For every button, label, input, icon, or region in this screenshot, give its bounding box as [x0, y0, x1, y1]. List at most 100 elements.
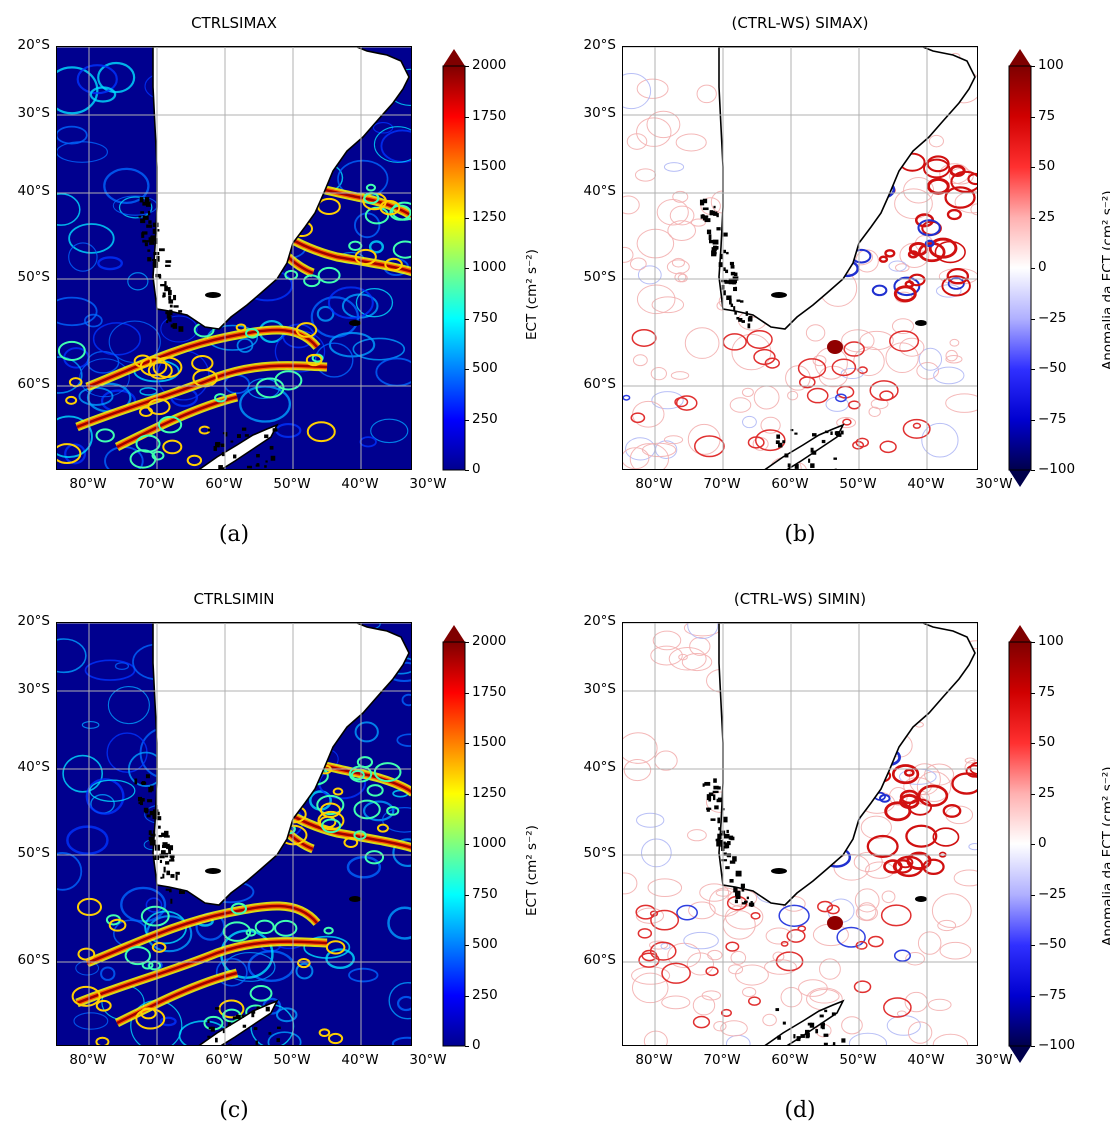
- island-fragment: [721, 279, 728, 283]
- anomaly-swirl: [905, 824, 938, 848]
- island-fragment: [723, 290, 726, 296]
- south-georgia-island: [915, 320, 927, 326]
- gridlines: [623, 623, 977, 1045]
- island-fragment: [251, 1013, 255, 1018]
- island-fragment: [723, 267, 726, 272]
- anomaly-swirl: [852, 440, 865, 450]
- eddy-swirl: [366, 784, 384, 797]
- colorbar-tick-mark: [1031, 945, 1035, 946]
- island-fragment: [741, 320, 745, 323]
- island-fragment: [726, 251, 729, 255]
- colorbar-tick-mark: [1031, 894, 1035, 896]
- island-fragment: [733, 272, 738, 277]
- colorbar-tick-mark: [1031, 419, 1035, 421]
- anomaly-swirl: [742, 415, 757, 429]
- eddy-swirl: [316, 305, 335, 322]
- island-fragment: [824, 1009, 828, 1013]
- anomaly-swirl: [902, 418, 931, 439]
- map-plot-area: [56, 622, 412, 1046]
- island-fragment: [723, 852, 727, 856]
- island-fragment: [233, 454, 237, 459]
- x-tick-label: 40°W: [341, 476, 379, 492]
- island-fragment: [743, 900, 748, 903]
- island-fragment: [713, 211, 718, 216]
- island-fragment: [270, 455, 276, 461]
- anomaly-swirl: [904, 768, 915, 777]
- anomaly-swirl: [637, 265, 662, 285]
- island-fragment: [775, 1008, 780, 1012]
- anomaly-swirl: [953, 869, 977, 887]
- colorbar-tick-label: −100: [1038, 461, 1076, 477]
- colorbar-tick-mark: [465, 743, 469, 744]
- eddy-swirl: [162, 439, 183, 455]
- island-fragment: [215, 442, 220, 448]
- island-fragment: [840, 430, 844, 435]
- colorbar-tick-label: −25: [1038, 309, 1067, 326]
- island-fragment: [218, 465, 223, 469]
- island-fragment: [138, 801, 143, 805]
- island-fragment: [147, 799, 153, 803]
- anomaly-swirl: [741, 387, 754, 398]
- island-fragment: [210, 1026, 215, 1032]
- malvinas-islands: [205, 868, 221, 874]
- gridlines: [57, 623, 411, 1045]
- colorbar-tick-label: 1250: [472, 784, 507, 801]
- anomaly-swirl: [836, 417, 857, 429]
- anomaly-swirl: [651, 391, 684, 410]
- island-fragment: [166, 843, 170, 849]
- island-fragment: [718, 839, 723, 844]
- island-fragment: [167, 845, 174, 851]
- island-fragment: [168, 289, 172, 296]
- anomaly-swirl: [629, 257, 647, 271]
- anomaly-swirl: [893, 285, 917, 303]
- island-fragment: [140, 218, 146, 224]
- island-fragment: [810, 463, 815, 468]
- anomaly-swirl: [631, 972, 669, 1004]
- island-fragment: [837, 433, 842, 437]
- x-tick-label: 80°W: [69, 476, 107, 492]
- eddy-swirl: [343, 837, 359, 848]
- island-fragment: [175, 871, 180, 875]
- island-fragment: [712, 794, 716, 801]
- y-tick-label: 30°S: [583, 105, 617, 121]
- island-fragment: [741, 886, 745, 892]
- anomaly-swirl: [880, 904, 912, 927]
- island-fragment: [207, 1020, 210, 1024]
- anomaly-swirl: [907, 250, 919, 259]
- anomaly-swirl: [918, 347, 943, 371]
- eddy-swirl: [118, 196, 153, 219]
- eddy-swirl: [89, 779, 136, 802]
- eddy-swirl: [355, 287, 394, 318]
- anomaly-swirl: [765, 927, 793, 945]
- anomaly-swirl: [687, 623, 719, 639]
- anomaly-swirl: [946, 208, 962, 221]
- anomaly-swirl: [646, 110, 681, 139]
- island-fragment: [265, 1006, 270, 1012]
- eddy-swirl: [318, 1028, 331, 1038]
- anomaly-swirl: [780, 940, 789, 947]
- anomaly-swirl: [672, 190, 689, 203]
- colorbar-tick-mark: [465, 995, 469, 997]
- y-tick-label: 50°S: [583, 269, 617, 285]
- anomaly-swirl: [623, 72, 652, 110]
- island-fragment: [207, 1035, 211, 1038]
- anomaly-swirl: [684, 327, 720, 359]
- anomaly-swirl: [638, 952, 660, 968]
- anomaly-swirl: [924, 239, 935, 248]
- anomaly-swirl: [747, 996, 761, 1006]
- eddy-swirl: [68, 242, 98, 272]
- colorbar-tick-label: 500: [472, 360, 498, 376]
- y-tick-label: 20°S: [17, 37, 51, 53]
- island-fragment: [145, 774, 150, 779]
- island-fragment: [804, 1029, 810, 1035]
- island-fragment: [137, 796, 143, 802]
- island-fragment: [729, 261, 735, 266]
- island-fragment: [735, 895, 741, 900]
- anomaly-swirl: [641, 442, 677, 458]
- island-fragment: [718, 262, 723, 268]
- colorbar-label: ECT (cm² s⁻²): [524, 249, 540, 340]
- anomaly-swirl: [634, 168, 657, 182]
- eddy-swirl: [303, 274, 321, 288]
- island-fragment: [726, 829, 729, 834]
- eddy-swirl: [275, 1007, 298, 1023]
